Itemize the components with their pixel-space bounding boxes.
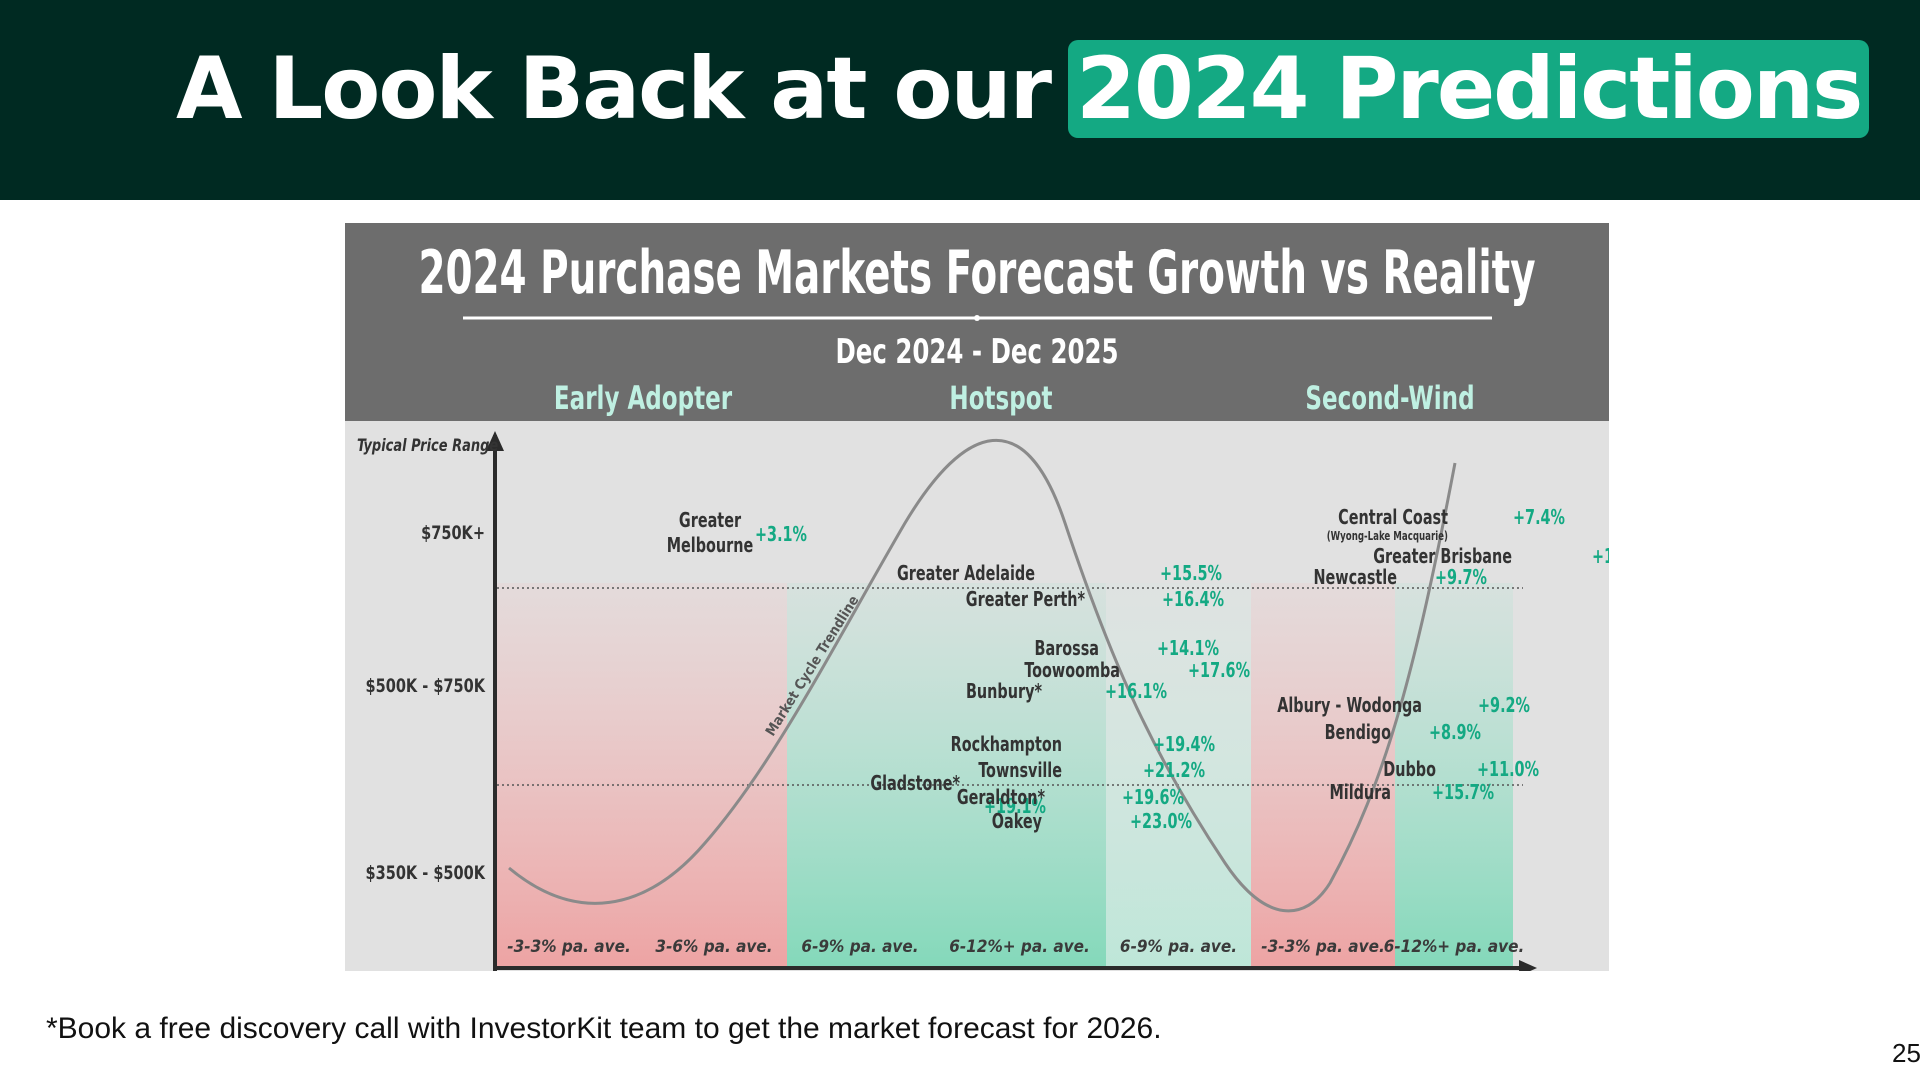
market-growth-value: +13.2% [1592, 545, 1609, 568]
price-range-label: $750K+ [421, 523, 485, 545]
market-growth-value: +17.6% [1188, 659, 1250, 682]
market-name: Barossa [1034, 637, 1099, 660]
market-name: Greater Perth* [966, 588, 1086, 611]
market-name-secondary: (Wyong-Lake Macquarie) [1327, 529, 1448, 543]
market-growth-value: +15.5% [1160, 562, 1222, 585]
header-bar: A Look Back at our 2024 Predictions [0, 0, 1920, 200]
market-name: Townsville [978, 759, 1062, 782]
phase-label: Hotspot [949, 379, 1052, 417]
market-name: Newcastle [1314, 566, 1398, 589]
forecast-band [1251, 583, 1395, 967]
title-panel [345, 223, 1609, 421]
x-axis-arrow [1519, 960, 1537, 971]
infographic-canvas: -3-3% pa. ave. 3-6% pa. ave. 6-9% pa. ave.… [345, 223, 1609, 971]
forecast-band [1106, 583, 1251, 967]
market-name: Greater [679, 509, 741, 532]
title-underline-dot [974, 315, 980, 321]
forecast-band-label: -3-3% pa. ave. [1261, 937, 1385, 957]
price-range-label: $500K - $750K [366, 676, 486, 698]
forecast-band-label: -3-3% pa. ave. [507, 937, 631, 957]
market-growth-value: +3.1% [755, 523, 807, 546]
market-growth-value: +21.2% [1143, 759, 1205, 782]
title-prefix: A Look Back at our [176, 39, 1052, 139]
market-name: Bendigo [1325, 721, 1391, 744]
title-highlight: 2024 Predictions [1068, 40, 1870, 138]
market-growth-value: +16.1% [1105, 680, 1167, 703]
market-name: Greater Brisbane [1373, 545, 1512, 568]
market-name: Geraldton* [957, 786, 1046, 809]
phase-label: Early Adopter [554, 379, 732, 417]
market-name: Albury - Wodonga [1277, 694, 1422, 717]
market-growth-value: +14.1% [1157, 637, 1219, 660]
market-name: Dubbo [1383, 758, 1436, 781]
market-name: Bunbury* [966, 680, 1042, 703]
market-growth-value: +19.4% [1153, 733, 1215, 756]
forecast-band-label: 3-6% pa. ave. [655, 937, 772, 957]
price-range-label: $350K - $500K [366, 863, 486, 885]
forecast-infographic: -3-3% pa. ave. 3-6% pa. ave. 6-9% pa. ave.… [345, 223, 1609, 971]
market-growth-value: +7.4% [1513, 506, 1565, 529]
market-growth-value: +8.9% [1429, 721, 1481, 744]
market-growth-value: +23.0% [1130, 810, 1192, 833]
market-cycle-curve [508, 439, 1457, 913]
y-axis-label: Typical Price Range [357, 435, 499, 455]
forecast-band [933, 583, 1106, 967]
y-axis-arrow [486, 431, 504, 451]
market-growth-value: +15.7% [1432, 781, 1494, 804]
market-growth-value: +9.7% [1435, 566, 1487, 589]
market-growth-value: +11.0% [1477, 758, 1539, 781]
phase-label: Second-Wind [1305, 379, 1474, 417]
market-growth-value: +9.2% [1478, 694, 1530, 717]
market-name: Toowoomba [1024, 659, 1120, 682]
market-name: Greater Adelaide [897, 562, 1035, 585]
market-growth-value: +19.6% [1122, 786, 1184, 809]
market-name: Gladstone* [870, 772, 960, 795]
market-name: Oakey [992, 810, 1043, 833]
slide-title: A Look Back at our 2024 Predictions [176, 34, 1870, 144]
market-name: Mildura [1329, 781, 1391, 804]
market-name-secondary: Melbourne [667, 534, 754, 557]
forecast-band [787, 583, 933, 967]
footer-note: *Book a free discovery call with Investo… [46, 1012, 1162, 1045]
forecast-band [497, 583, 641, 967]
forecast-band-label: 6-12%+ pa. ave. [949, 937, 1090, 957]
forecast-band-label: 6-9% pa. ave. [1120, 937, 1237, 957]
market-name: Central Coast [1338, 506, 1448, 529]
forecast-band-label: 6-9% pa. ave. [801, 937, 918, 957]
forecast-band [641, 583, 787, 967]
forecast-band-label: 6-12%+ pa. ave. [1384, 937, 1525, 957]
market-name: Rockhampton [951, 733, 1062, 756]
infographic-subtitle: Dec 2024 - Dec 2025 [835, 332, 1118, 372]
market-growth-value: +16.4% [1162, 588, 1224, 611]
market-growth-value: +19.1% [984, 795, 1046, 818]
page-number: 25 [1892, 1038, 1920, 1068]
infographic-title: 2024 Purchase Markets Forecast Growth vs… [418, 238, 1535, 308]
